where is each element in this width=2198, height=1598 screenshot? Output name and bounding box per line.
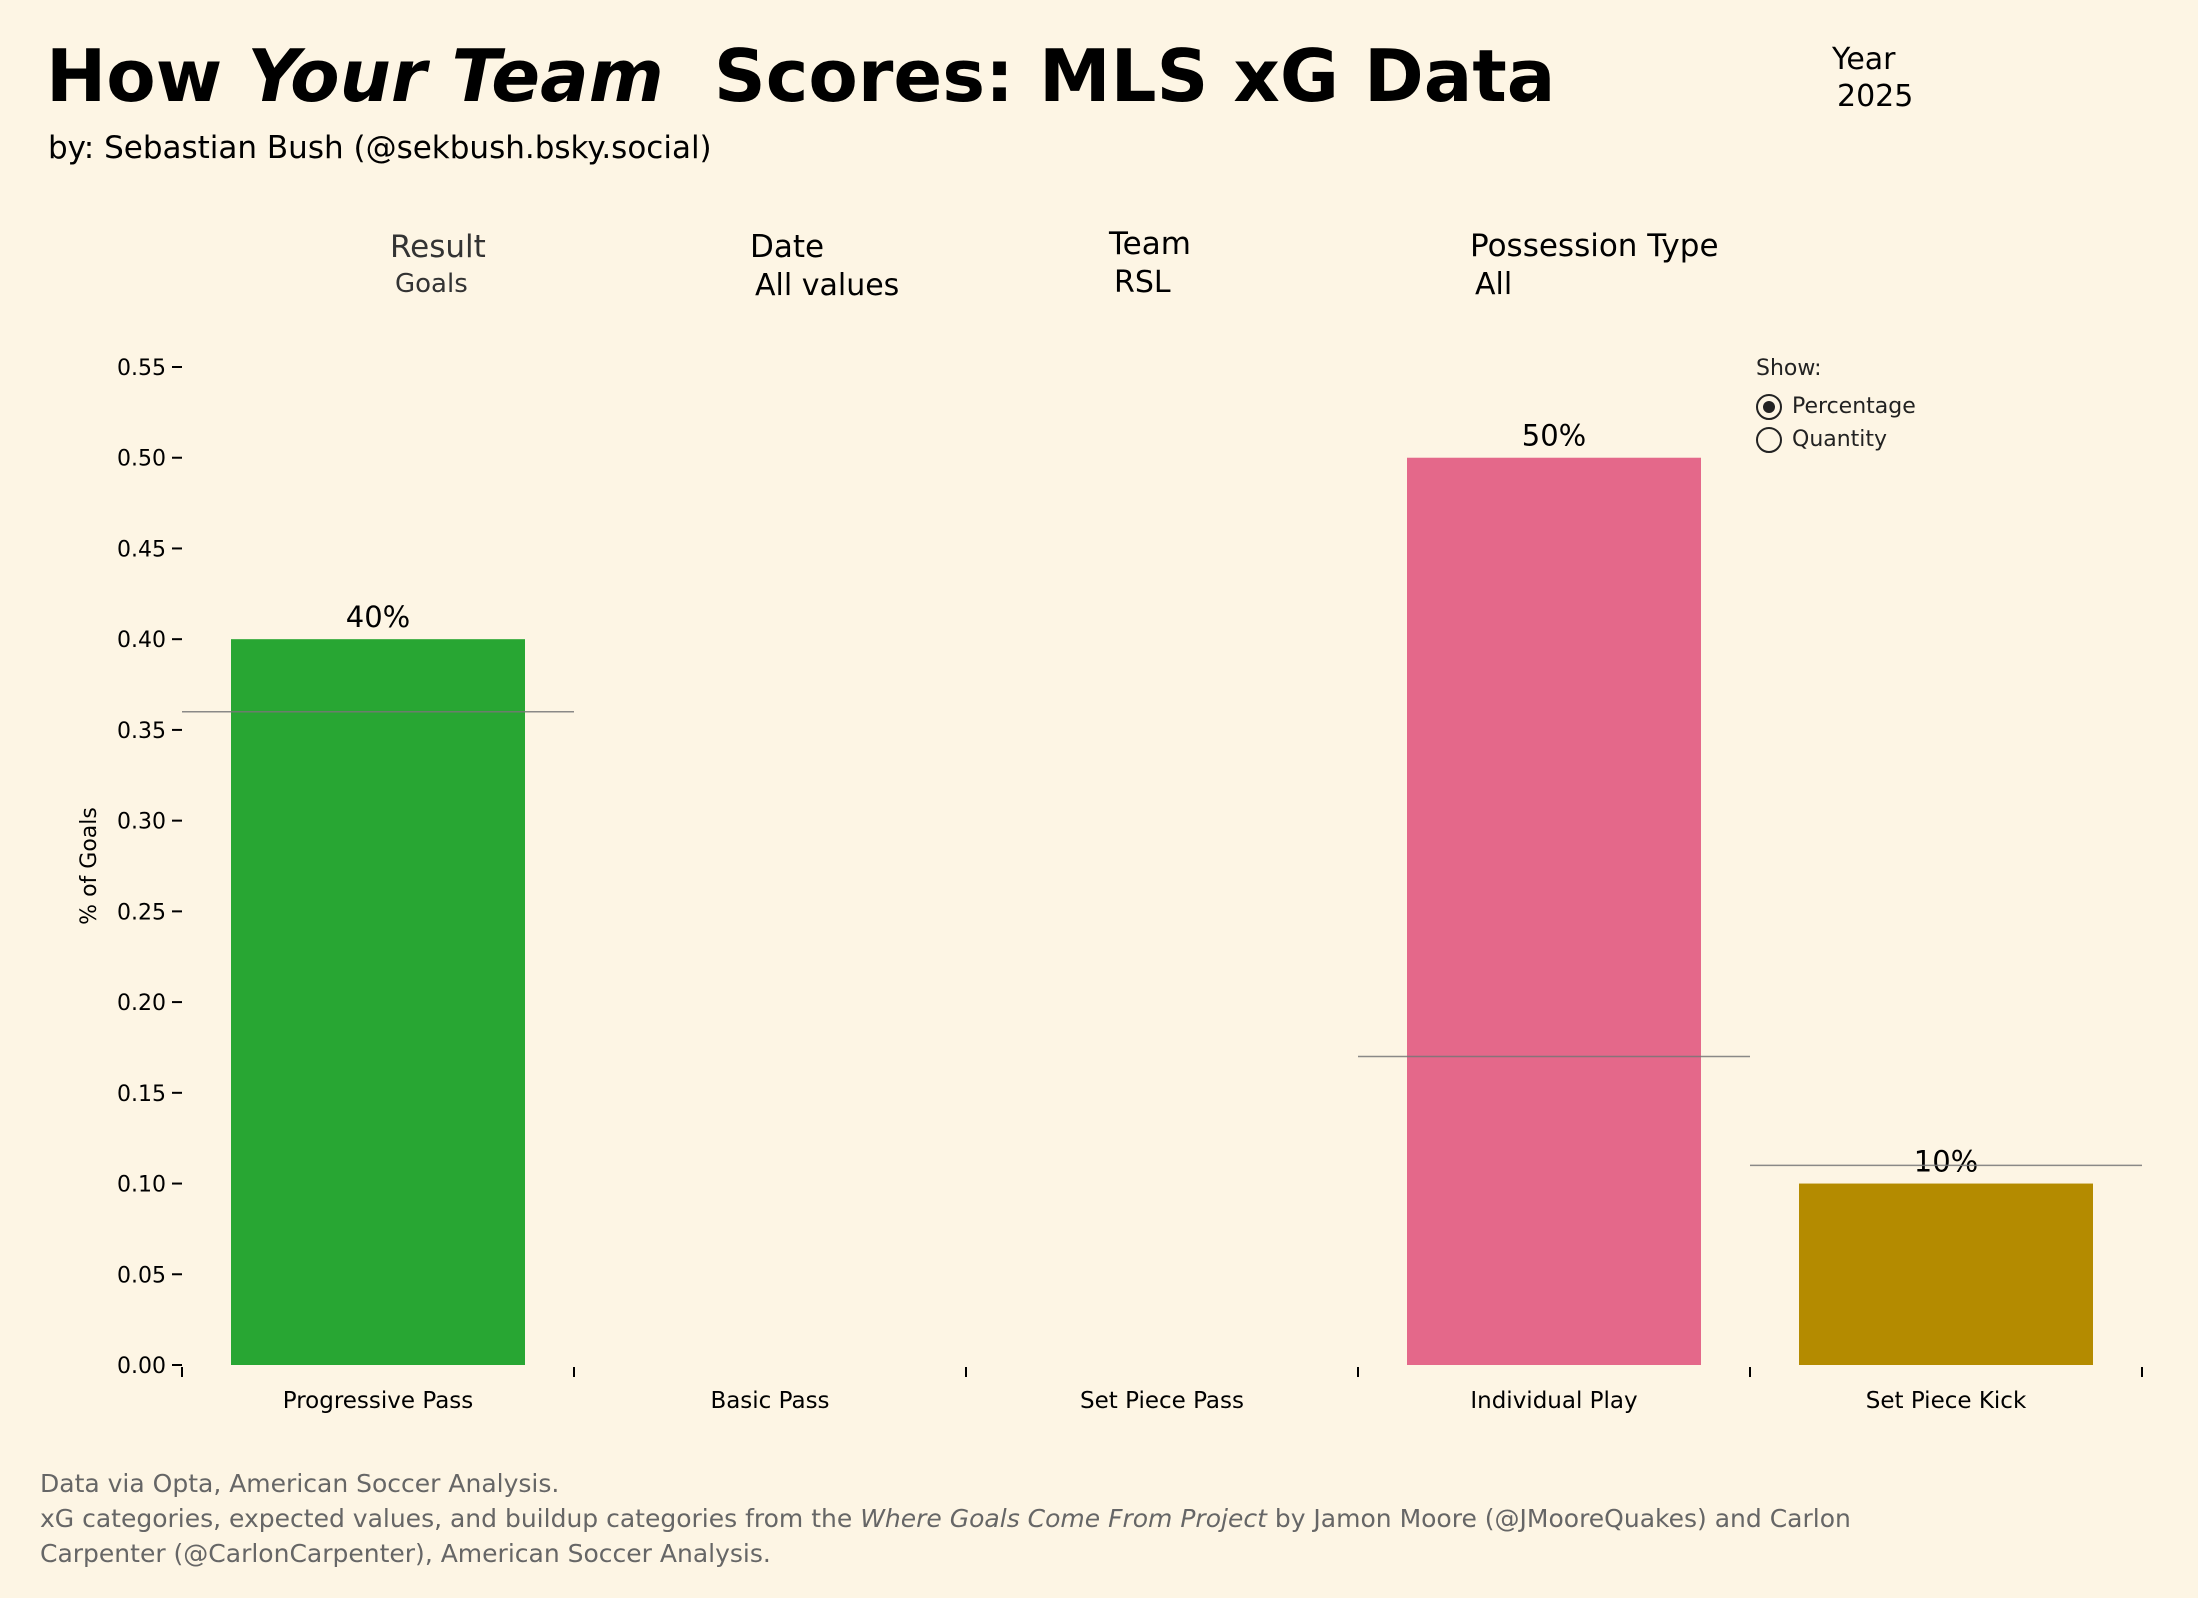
percentage-option[interactable]: Percentage bbox=[1756, 390, 1916, 423]
show-toggle: Show: Percentage Quantity bbox=[1756, 358, 1916, 456]
footer-line-2-prefix: xG categories, expected values, and buil… bbox=[40, 1504, 861, 1533]
x-category-label: Individual Play bbox=[1470, 1388, 1637, 1414]
team-filter[interactable]: Team RSL bbox=[1109, 229, 1191, 298]
footer-line-3: Carpenter (@CarlonCarpenter), American S… bbox=[40, 1539, 771, 1568]
bar-individual-play bbox=[1407, 457, 1701, 1365]
percentage-radio[interactable] bbox=[1756, 393, 1782, 420]
quantity-radio[interactable] bbox=[1756, 426, 1782, 453]
footer-line-1: Data via Opta, American Soccer Analysis. bbox=[40, 1469, 560, 1498]
x-category-label: Basic Pass bbox=[710, 1388, 829, 1414]
bar-data-label: 50% bbox=[1522, 419, 1586, 453]
footer-line-2-suffix: by Jamon Moore (@JMooreQuakes) and Carlo… bbox=[1266, 1504, 1851, 1533]
year-filter-value[interactable]: 2025 bbox=[1837, 79, 1914, 114]
title-prefix: How bbox=[46, 34, 248, 118]
footer-project-name: Where Goals Come From Project bbox=[860, 1504, 1267, 1533]
x-category-label: Progressive Pass bbox=[283, 1388, 474, 1414]
result-filter-value[interactable]: Goals bbox=[395, 269, 468, 299]
footer-line-2: xG categories, expected values, and buil… bbox=[40, 1501, 2140, 1536]
y-tick-label: 0.00 bbox=[117, 1354, 166, 1379]
bar-progressive-pass bbox=[231, 639, 525, 1365]
y-tick-label: 0.05 bbox=[117, 1263, 166, 1288]
y-tick-label: 0.45 bbox=[117, 537, 166, 562]
y-tick-label: 0.50 bbox=[117, 447, 166, 472]
y-tick-label: 0.15 bbox=[117, 1082, 166, 1107]
show-toggle-label: Show: bbox=[1756, 356, 1822, 381]
y-tick-label: 0.40 bbox=[117, 628, 166, 653]
byline: by: Sebastian Bush (@sekbush.bsky.social… bbox=[48, 130, 712, 166]
date-filter[interactable]: Date All values bbox=[750, 232, 899, 301]
team-filter-value[interactable]: RSL bbox=[1114, 265, 1171, 300]
percentage-option-label: Percentage bbox=[1792, 394, 1916, 419]
possession-type-filter-label: Possession Type bbox=[1470, 228, 1719, 264]
date-filter-value[interactable]: All values bbox=[755, 268, 900, 303]
y-tick-label: 0.25 bbox=[117, 900, 166, 925]
date-filter-label: Date bbox=[750, 229, 825, 265]
result-filter-label: Result bbox=[390, 229, 486, 265]
bar-data-label: 40% bbox=[346, 600, 410, 634]
year-filter-label: Year bbox=[1832, 42, 1896, 77]
quantity-option[interactable]: Quantity bbox=[1756, 423, 1916, 456]
title-emphasis: Your Team bbox=[247, 34, 664, 118]
y-axis-label: % of Goals bbox=[77, 807, 102, 925]
title-suffix: Scores: MLS xG Data bbox=[663, 34, 1556, 118]
y-tick-label: 0.10 bbox=[117, 1173, 166, 1198]
page-title: How Your Team Scores: MLS xG Data bbox=[46, 40, 1555, 112]
possession-type-filter[interactable]: Possession Type All bbox=[1470, 231, 1719, 300]
y-tick-label: 0.20 bbox=[117, 991, 166, 1016]
bar-data-label: 10% bbox=[1914, 1145, 1978, 1179]
quantity-option-label: Quantity bbox=[1792, 427, 1888, 452]
result-filter[interactable]: Result Goals bbox=[390, 229, 486, 299]
team-filter-label: Team bbox=[1109, 226, 1191, 262]
possession-type-filter-value[interactable]: All bbox=[1475, 267, 1513, 302]
y-tick-label: 0.55 bbox=[117, 356, 166, 381]
y-tick-label: 0.35 bbox=[117, 719, 166, 744]
y-tick-label: 0.30 bbox=[117, 810, 166, 835]
bar-set-piece-kick bbox=[1799, 1183, 2093, 1365]
x-category-label: Set Piece Kick bbox=[1866, 1388, 2027, 1414]
x-category-label: Set Piece Pass bbox=[1080, 1388, 1244, 1414]
footer-notes: Data via Opta, American Soccer Analysis.… bbox=[40, 1466, 2140, 1571]
